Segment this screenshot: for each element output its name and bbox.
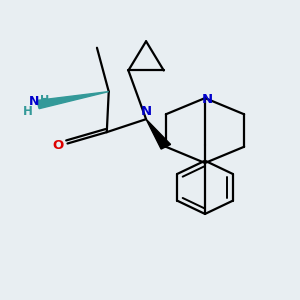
Text: N: N [140, 105, 152, 118]
Polygon shape [37, 92, 109, 109]
Text: H: H [40, 95, 50, 105]
Text: N: N [201, 93, 212, 106]
Polygon shape [146, 119, 171, 149]
Text: O: O [52, 139, 63, 152]
Text: H: H [23, 105, 33, 118]
Text: N: N [29, 95, 39, 109]
